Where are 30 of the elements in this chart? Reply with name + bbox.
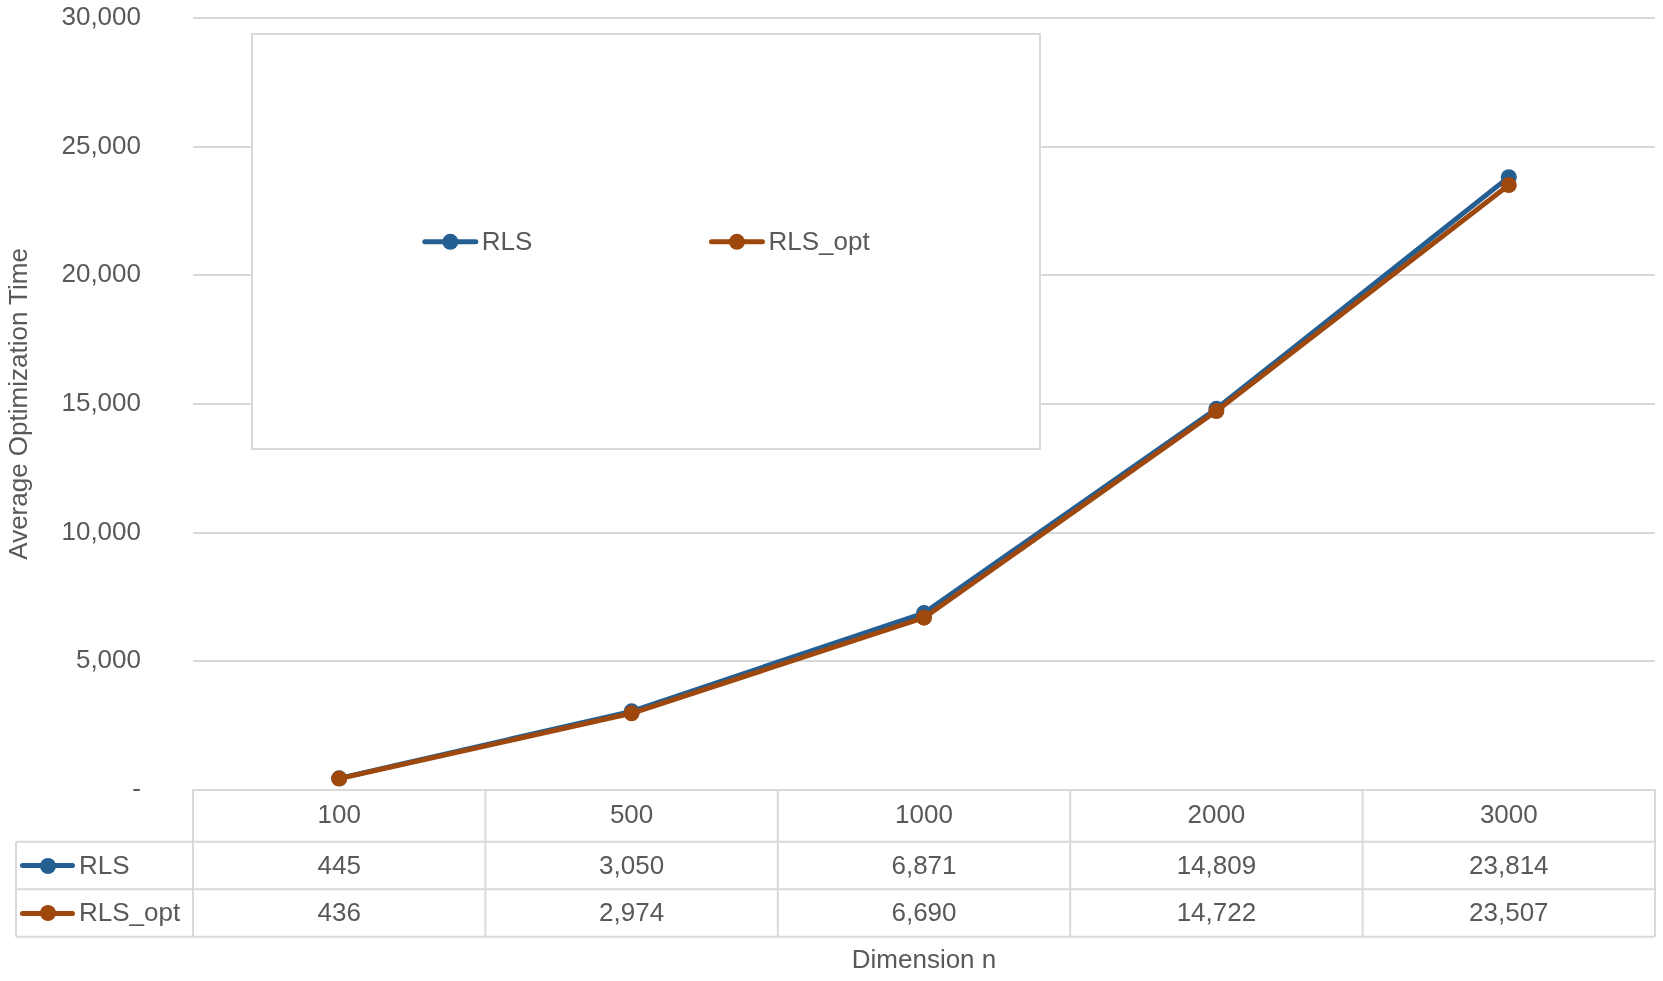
x-tick-label: 2000 [1187, 798, 1246, 829]
text: RLS_opt [79, 897, 181, 928]
point [916, 609, 932, 626]
x-tick-label: 3000 [1479, 798, 1538, 829]
data-label: 14,722 [1176, 897, 1257, 928]
data-label: 6,690 [891, 897, 957, 928]
y-tick-label: 25,000 [61, 129, 141, 160]
legend-label: RLS_opt [768, 225, 871, 256]
data-label: 3,050 [599, 849, 665, 880]
x-tick-label: 100 [317, 798, 361, 829]
data-label: 445 [317, 849, 361, 880]
x-tick-label: 500 [609, 798, 654, 829]
data-label: 23,814 [1469, 849, 1549, 880]
y-axis-title: Average Optimization Time [2, 248, 33, 560]
y-tick-label: 20,000 [61, 258, 141, 289]
y-tick-label: 5,000 [75, 644, 141, 675]
data-label: 6,871 [891, 849, 957, 880]
text: RLS [79, 849, 130, 880]
x-tick-label: 1000 [895, 798, 953, 829]
point [1500, 177, 1517, 194]
data-label: 436 [317, 897, 361, 928]
data-label: 23,507 [1469, 897, 1549, 928]
y-tick-label: 30,000 [61, 1, 141, 32]
data-label: 2,974 [599, 897, 665, 928]
y-tick-label: 10,000 [61, 515, 141, 546]
x-axis-title: Dimension n [851, 943, 997, 974]
y-tick-label: - [132, 772, 141, 803]
legend-label: RLS [481, 225, 533, 256]
data-label: 14,809 [1176, 849, 1257, 880]
y-tick-label: 15,000 [61, 387, 141, 418]
